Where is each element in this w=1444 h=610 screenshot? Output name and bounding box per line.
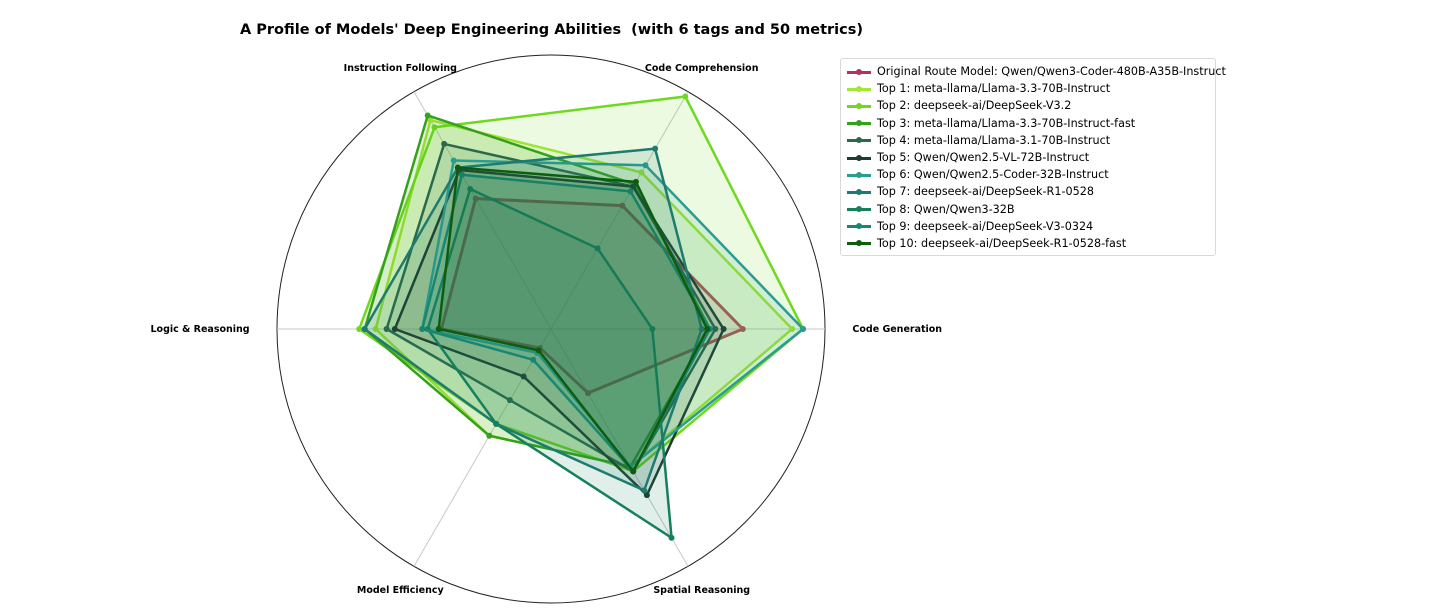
axis-label: Logic & Reasoning — [150, 324, 249, 335]
radar-spoke — [550, 91, 689, 330]
legend-label: Original Route Model: Qwen/Qwen3-Coder-4… — [877, 65, 1226, 79]
radar-point — [383, 326, 390, 332]
radar-point — [506, 397, 513, 404]
radar-point — [427, 117, 434, 124]
radar-point — [486, 432, 493, 439]
radar-spoke — [413, 328, 552, 567]
radar-point — [441, 140, 448, 147]
legend-swatch — [847, 153, 871, 163]
radar-point — [520, 373, 527, 380]
radar-point — [632, 178, 639, 185]
radar-point — [356, 326, 363, 332]
radar-point — [668, 534, 675, 541]
legend-label: Top 8: Qwen/Qwen3-32B — [877, 202, 1015, 216]
legend-item: Top 4: meta-llama/Llama-3.1-70B-Instruct — [847, 132, 1209, 149]
axis-label: Instruction Following — [344, 63, 457, 74]
legend-swatch — [847, 67, 871, 77]
radar-point — [619, 202, 626, 209]
radar-point — [361, 326, 368, 332]
radar-point — [698, 326, 705, 332]
legend-item: Original Route Model: Qwen/Qwen3-Coder-4… — [847, 63, 1226, 80]
legend-label: Top 9: deepseek-ai/DeepSeek-V3-0324 — [877, 219, 1094, 233]
legend-label: Top 3: meta-llama/Llama-3.3-70B-Instruct… — [877, 116, 1136, 130]
legend-item: Top 10: deepseek-ai/DeepSeek-R1-0528-fas… — [847, 235, 1209, 252]
radar-point — [458, 171, 465, 178]
radar-point — [649, 326, 656, 332]
radar-point — [641, 487, 648, 494]
radar-point — [493, 420, 500, 427]
radar-point — [642, 162, 649, 169]
axis-label: Model Efficiency — [357, 585, 445, 596]
radar-point — [652, 145, 659, 152]
radar-point — [454, 164, 461, 171]
legend-item: Top 6: Qwen/Qwen2.5-Coder-32B-Instruct — [847, 166, 1209, 183]
legend-label: Top 7: deepseek-ai/DeepSeek-R1-0528 — [877, 185, 1094, 199]
legend-swatch — [847, 135, 871, 145]
radar-point — [704, 326, 711, 332]
radar-point — [535, 347, 542, 354]
radar-point — [630, 183, 637, 190]
radar-grid — [276, 54, 826, 604]
radar-point — [431, 124, 438, 131]
legend-label: Top 2: deepseek-ai/DeepSeek-V3.2 — [877, 99, 1072, 113]
radar-point — [584, 390, 591, 397]
legend-swatch — [847, 84, 871, 94]
radar-point — [638, 169, 645, 176]
radar-point — [682, 93, 689, 100]
legend-swatch — [847, 221, 871, 231]
radar-point — [712, 326, 719, 332]
legend-swatch — [847, 204, 871, 214]
legend-swatch — [847, 187, 871, 197]
legend-item: Top 5: Qwen/Qwen2.5-VL-72B-Instruct — [847, 149, 1209, 166]
radar-point — [594, 245, 601, 252]
legend-item: Top 1: meta-llama/Llama-3.3-70B-Instruct — [847, 80, 1209, 97]
radar-point — [424, 112, 431, 119]
legend-label: Top 6: Qwen/Qwen2.5-Coder-32B-Instruct — [877, 168, 1109, 182]
legend-item: Top 2: deepseek-ai/DeepSeek-V3.2 — [847, 97, 1209, 114]
legend-item: Top 9: deepseek-ai/DeepSeek-V3-0324 — [847, 218, 1209, 235]
radar-point — [391, 326, 398, 332]
legend-item: Top 3: meta-llama/Llama-3.3-70B-Instruct… — [847, 115, 1209, 132]
radar-point — [627, 188, 634, 195]
legend-swatch — [847, 170, 871, 180]
radar-point — [372, 326, 379, 332]
chart-legend: Original Route Model: Qwen/Qwen3-Coder-4… — [840, 58, 1226, 257]
axis-labels: Code Generation Code Comprehension Instruc… — [150, 63, 942, 596]
legend-label: Top 1: meta-llama/Llama-3.3-70B-Instruct — [877, 82, 1111, 96]
legend-item: Top 7: deepseek-ai/DeepSeek-R1-0528 — [847, 183, 1209, 200]
radar-point — [643, 492, 650, 499]
legend-swatch — [847, 238, 871, 248]
chart-title: A Profile of Models' Deep Engineering Ab… — [240, 22, 863, 38]
radar-point — [467, 185, 474, 192]
legend-label: Top 10: deepseek-ai/DeepSeek-R1-0528-fas… — [877, 236, 1127, 250]
radar-point — [630, 468, 637, 475]
radar-point — [530, 356, 537, 363]
axis-label: Spatial Reasoning — [653, 585, 750, 596]
radar-spoke — [550, 328, 689, 567]
legend-item: Top 8: Qwen/Qwen3-32B — [847, 201, 1209, 218]
radar-series-10 — [435, 164, 711, 475]
radar-point — [800, 326, 807, 332]
radar-series — [356, 93, 807, 541]
radar-point — [435, 326, 442, 332]
radar-point — [450, 157, 457, 164]
radar-point — [472, 195, 479, 202]
axis-label: Code Generation — [852, 324, 942, 335]
radar-point — [739, 326, 746, 332]
axis-label: Code Comprehension — [645, 63, 759, 74]
radar-spoke — [413, 91, 552, 330]
radar-point — [419, 326, 426, 332]
legend-label: Top 4: meta-llama/Llama-3.1-70B-Instruct — [877, 133, 1111, 147]
legend-swatch — [847, 118, 871, 128]
legend-swatch — [847, 101, 871, 111]
radar-point — [720, 326, 727, 332]
legend-label: Top 5: Qwen/Qwen2.5-VL-72B-Instruct — [877, 151, 1090, 165]
radar-point — [789, 326, 796, 332]
